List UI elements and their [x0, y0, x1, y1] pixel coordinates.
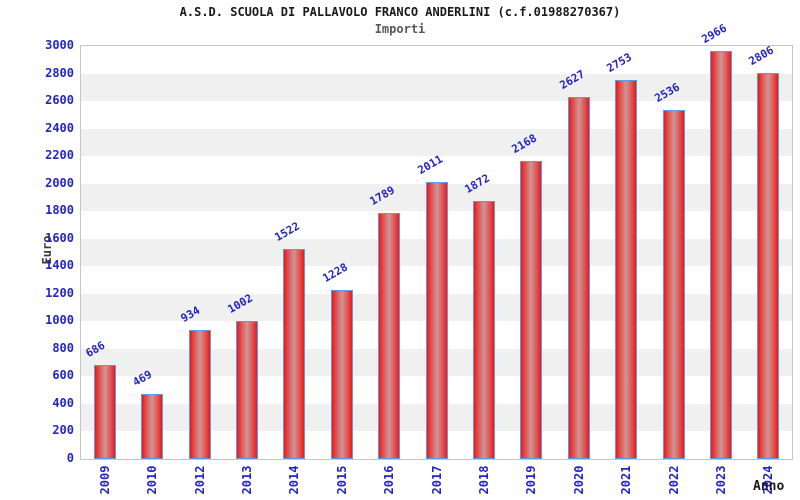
y-tick-label: 1000	[45, 313, 74, 328]
plot-area: 686 469 934 1002 1522 1228 1789 2011 1872 2168 262…	[80, 21, 793, 460]
bar	[567, 97, 590, 459]
y-tick-label: 1600	[45, 230, 74, 245]
y-tick-label: 800	[52, 340, 74, 355]
x-tick-label: 2018	[476, 465, 491, 495]
y-tick-label: 200	[52, 423, 74, 438]
x-tick-label: 2023	[713, 465, 728, 495]
x-tick-label: 2016	[382, 465, 397, 495]
y-tick-label: 2600	[45, 93, 74, 108]
x-tick-label: 2013	[239, 465, 254, 495]
y-tick-label: 0	[66, 451, 74, 465]
x-tick-label: 2010	[145, 465, 160, 495]
bar	[615, 80, 638, 459]
bar	[283, 249, 306, 459]
y-tick-label: 600	[52, 368, 74, 383]
x-tick-label: 2015	[334, 465, 349, 495]
bar	[520, 160, 543, 459]
x-tick-label: 2020	[571, 465, 586, 495]
bar	[662, 109, 685, 459]
x-tick-label: 2021	[619, 465, 634, 495]
bar	[330, 289, 353, 459]
bar	[93, 364, 116, 459]
bar	[425, 182, 448, 459]
x-tick-label: 2014	[287, 465, 302, 495]
y-tick-label: 400	[52, 395, 74, 410]
grid-band	[81, 46, 792, 74]
y-tick-label: 2000	[45, 175, 74, 190]
x-tick-label: 2022	[666, 465, 681, 495]
y-tick-label: 1200	[45, 285, 74, 300]
y-tick-label: 3000	[45, 38, 74, 52]
chart-title: A.S.D. SCUOLA DI PALLAVOLO FRANCO ANDERL…	[179, 5, 621, 19]
y-tick-label: 2200	[45, 148, 74, 163]
bar	[141, 394, 164, 459]
bar	[188, 330, 211, 459]
y-tick-label: 1400	[45, 258, 74, 273]
chart-subtitle: Importi	[374, 22, 426, 36]
x-axis-title: Anno	[753, 479, 785, 494]
y-tick-label: 1800	[45, 203, 74, 218]
x-tick-label: 2009	[97, 465, 112, 495]
x-tick-label: 2017	[429, 465, 444, 495]
bar	[757, 72, 780, 459]
y-tick-label: 2400	[45, 120, 74, 135]
y-tick-label: 2800	[45, 65, 74, 80]
bar	[472, 201, 495, 459]
bar	[378, 212, 401, 459]
bar	[235, 321, 258, 459]
grid-band	[81, 101, 792, 129]
grid-band	[81, 128, 792, 157]
bar	[709, 50, 732, 459]
grid-band	[81, 73, 792, 102]
x-tick-label: 2012	[192, 465, 207, 495]
x-tick-label: 2019	[524, 465, 539, 495]
